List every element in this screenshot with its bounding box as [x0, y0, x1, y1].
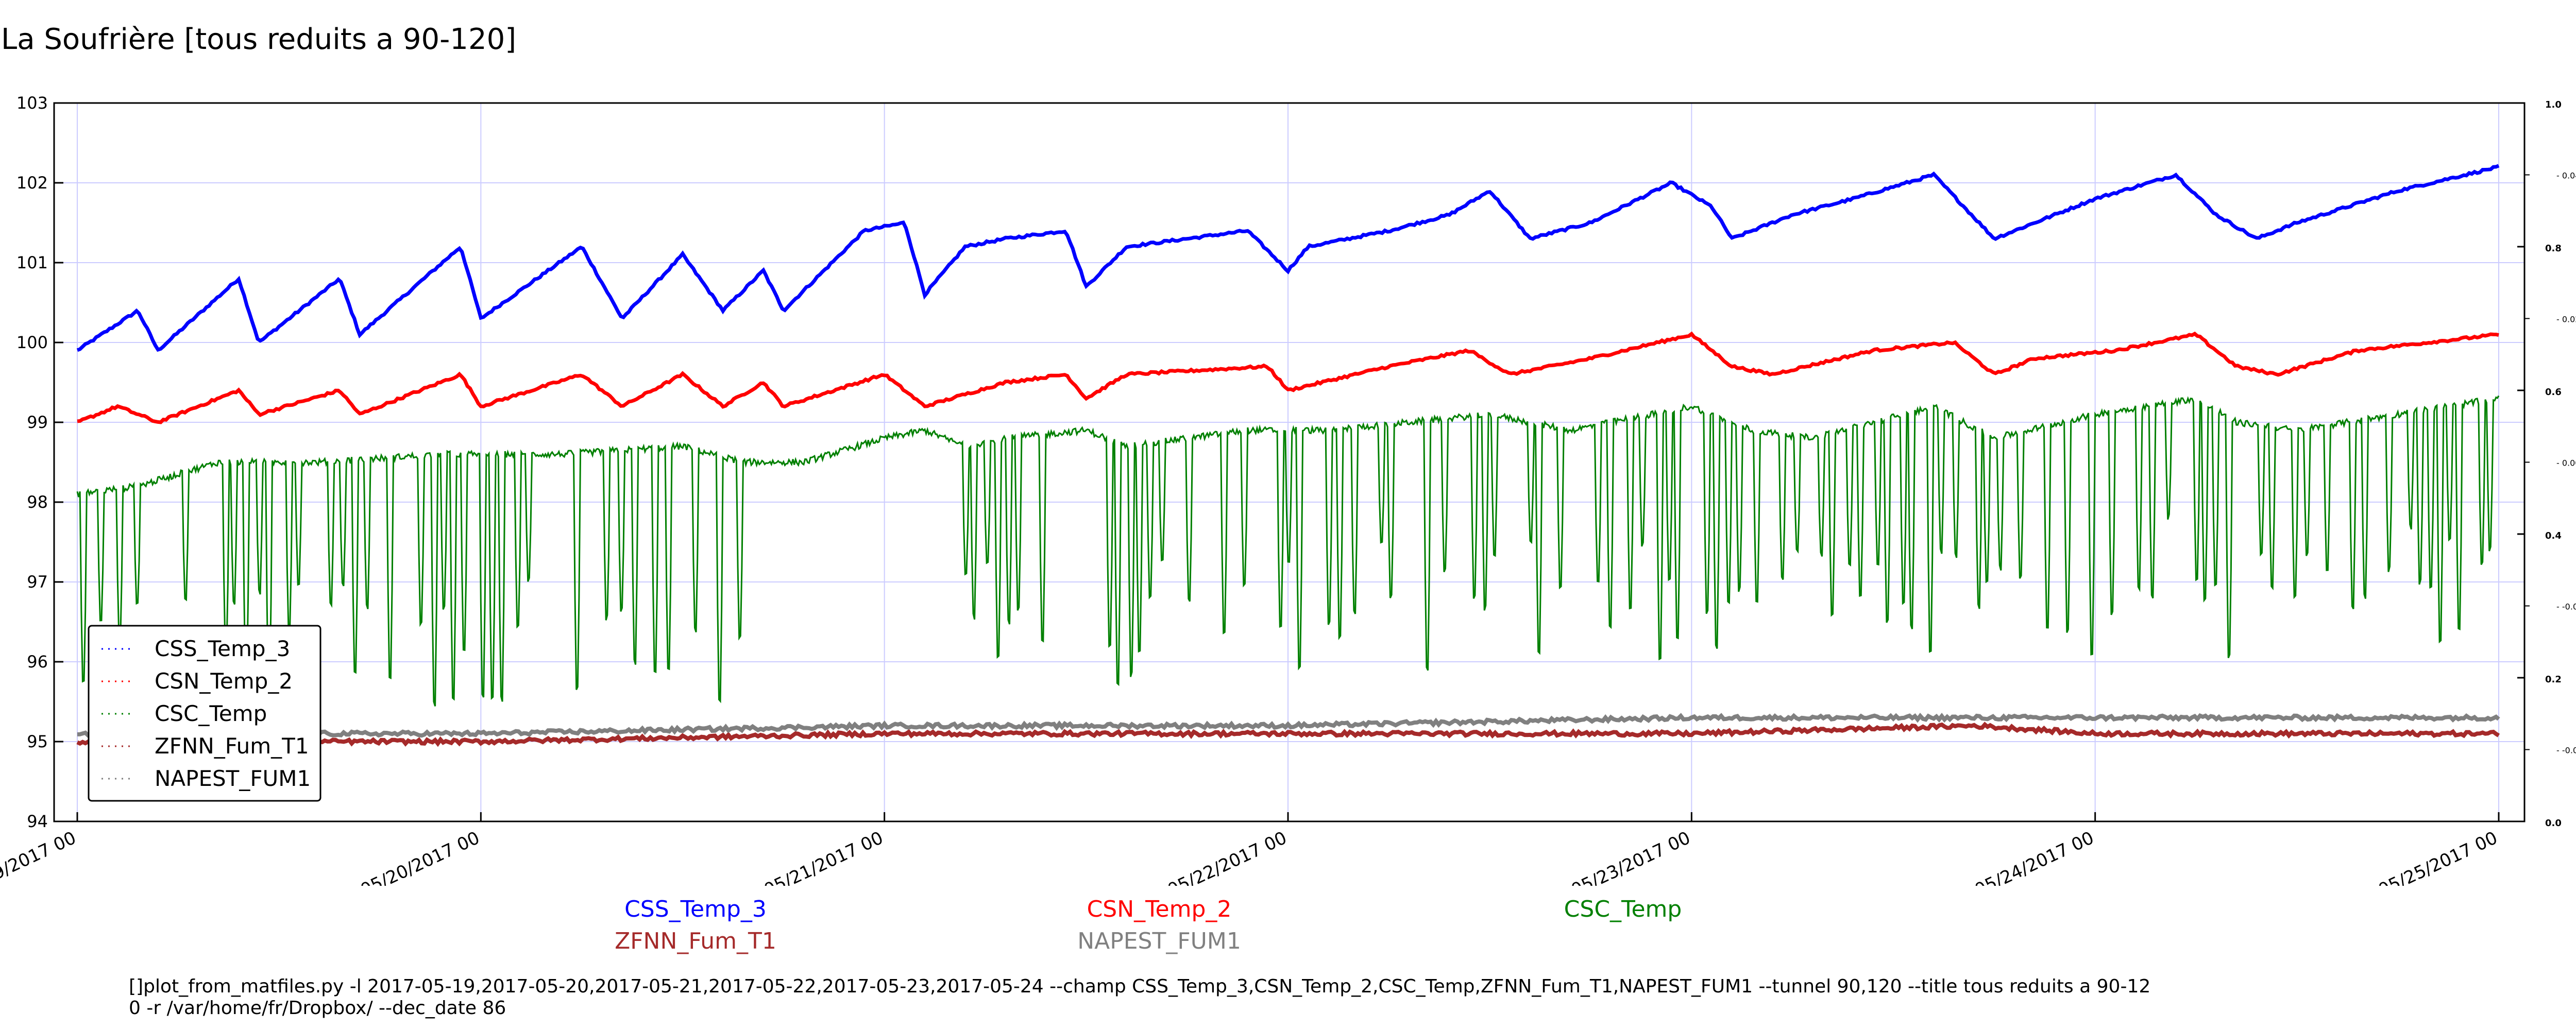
y-tick-label: 100	[16, 333, 48, 352]
legend-label: CSS_Temp_3	[155, 636, 290, 661]
y3-tick-label: - -0.02	[2556, 602, 2576, 612]
y-tick-label: 94	[27, 812, 48, 831]
series-line-csn-temp-2	[77, 331, 2499, 424]
y-tick-label: 101	[16, 253, 48, 272]
command-line: []plot_from_matfiles.py -l 2017-05-19,20…	[129, 976, 2151, 1019]
series-label-legend: CSS_Temp_3 CSN_Temp_2 CSC_Temp ZFNN_Fum_T1 N…	[0, 896, 1700, 963]
y-tick-label: 95	[27, 732, 48, 751]
y3-tick-label: - 0.00	[2556, 458, 2576, 468]
series-group	[76, 164, 2500, 747]
y2-tick-label: 0.2	[2545, 674, 2562, 685]
y2-tick-label: 0.0	[2545, 818, 2562, 829]
x-tick-label: 05/19/2017 00	[0, 828, 79, 886]
chart-title: La Soufrière [tous reduits a 90-120]	[1, 23, 517, 56]
y2-tick-label: 1.0	[2545, 99, 2562, 110]
series-line-css-temp-3	[76, 164, 2500, 352]
y3-tick-label: - -0.04	[2556, 746, 2576, 756]
series-label: ZFNN_Fum_T1	[615, 928, 776, 954]
legend-label: ZFNN_Fum_T1	[155, 733, 309, 759]
x-tick-label: 05/22/2017 00	[1164, 828, 1290, 886]
y2-tick-label: 0.4	[2545, 530, 2562, 541]
x-tick-label: 05/23/2017 00	[1568, 828, 1694, 886]
y-tick-label: 99	[27, 413, 48, 432]
legend-box	[88, 625, 321, 802]
x-tick-label: 05/21/2017 00	[761, 828, 887, 886]
legend-label: NAPEST_FUM1	[155, 766, 311, 791]
series-label: NAPEST_FUM1	[1077, 928, 1241, 954]
legend-label: CSN_Temp_2	[155, 668, 293, 694]
series-label: CSC_Temp	[1564, 896, 1682, 922]
y-tick-label: 103	[16, 93, 48, 113]
series-line-csc-temp	[76, 395, 2500, 707]
y3-tick-label: - 0.04	[2556, 171, 2576, 181]
x-tick-label: 05/24/2017 00	[1972, 828, 2097, 886]
x-tick-label: 05/25/2017 00	[2375, 828, 2501, 886]
legend: CSS_Temp_3 CSN_Temp_2 CSC_Temp ZFNN_Fum_T1 N…	[88, 625, 321, 802]
y2-tick-label: 0.6	[2545, 387, 2562, 398]
y3-tick-label: - 0.02	[2556, 315, 2576, 324]
y-tick-label: 102	[16, 173, 48, 193]
legend-label: CSC_Temp	[155, 701, 267, 726]
x-tick-label: 05/20/2017 00	[358, 828, 483, 886]
chart-svg: 05/19/2017 00 05/20/2017 00 05/21/2017 00 0…	[0, 93, 2576, 886]
y-tick-label: 96	[27, 652, 48, 672]
series-line-napest-fum1	[77, 713, 2500, 739]
y2-tick-label: 0.8	[2545, 243, 2562, 254]
series-label: CSS_Temp_3	[624, 896, 767, 922]
series-line-zfnn-fum-t1	[76, 722, 2500, 747]
series-label: CSN_Temp_2	[1087, 896, 1232, 922]
y-tick-label: 98	[27, 492, 48, 512]
y-tick-label: 97	[27, 572, 48, 592]
